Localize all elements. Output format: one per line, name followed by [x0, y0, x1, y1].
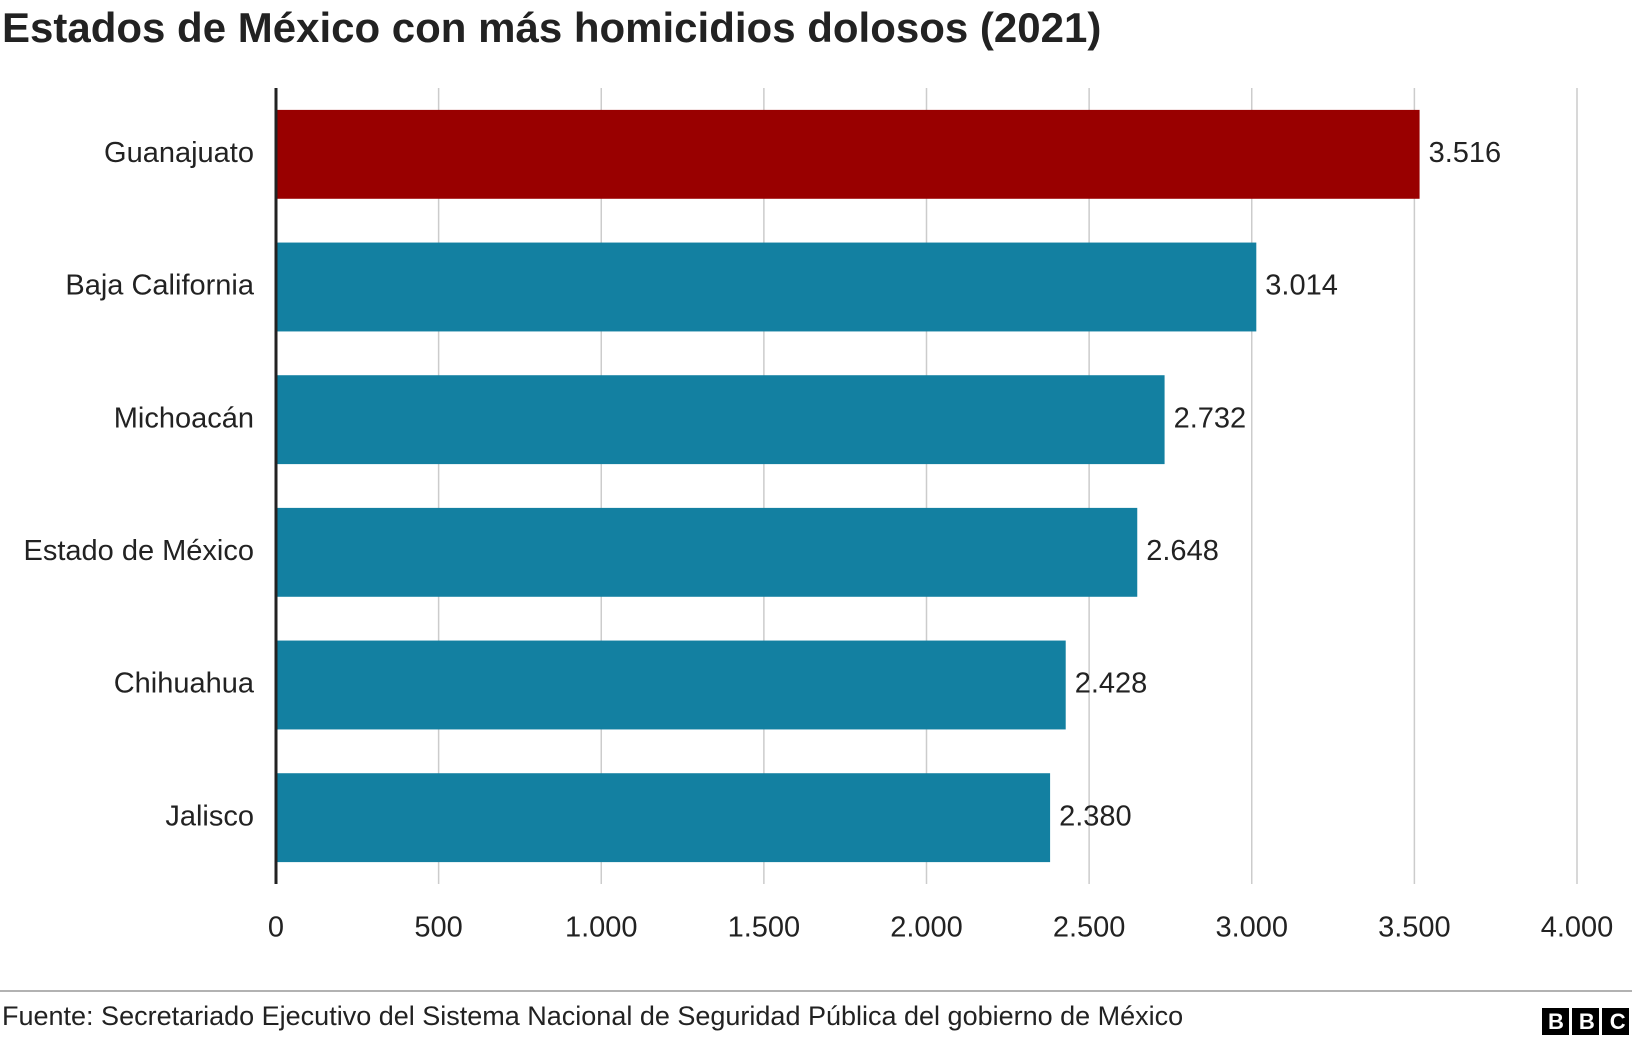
y-tick-label: Chihuahua	[114, 668, 255, 700]
y-tick-label: Estado de México	[23, 535, 254, 567]
bar	[276, 242, 1257, 332]
y-tick-label: Jalisco	[165, 800, 254, 832]
x-tick-label: 1.500	[728, 912, 801, 944]
logo-block	[1542, 1008, 1569, 1035]
value-label: 2.648	[1146, 535, 1219, 567]
value-label: 3.014	[1265, 270, 1338, 302]
value-label: 2.732	[1174, 402, 1247, 434]
value-label: 2.380	[1059, 800, 1132, 832]
x-tick-label: 3.000	[1215, 912, 1288, 944]
value-label: 2.428	[1075, 668, 1148, 700]
bar	[276, 507, 1138, 597]
x-tick-label: 4.000	[1541, 912, 1614, 944]
logo: BBC	[1542, 1008, 1632, 1035]
y-tick-label: Michoacán	[114, 402, 254, 434]
source: Fuente: Secretariado Ejecutivo del Siste…	[2, 1001, 1183, 1031]
x-tick-label: 2.000	[890, 912, 963, 944]
bar	[276, 109, 1420, 199]
logo-block	[1572, 1008, 1599, 1035]
x-tick-label: 0	[268, 912, 284, 944]
logo-text: BBC	[1548, 1009, 1632, 1034]
bar	[276, 773, 1051, 863]
logo-block	[1602, 1008, 1629, 1035]
y-tick-label: Guanajuato	[104, 137, 254, 169]
x-tick-label: 2.500	[1053, 912, 1126, 944]
bar	[276, 640, 1066, 730]
x-tick-label: 3.500	[1378, 912, 1451, 944]
chart-title: Estados de México con más homicidios dol…	[2, 4, 1101, 51]
x-tick-label: 500	[414, 912, 462, 944]
y-tick-label: Baja California	[65, 270, 254, 302]
value-label: 3.516	[1429, 137, 1502, 169]
x-tick-label: 1.000	[565, 912, 638, 944]
bar	[276, 375, 1165, 465]
